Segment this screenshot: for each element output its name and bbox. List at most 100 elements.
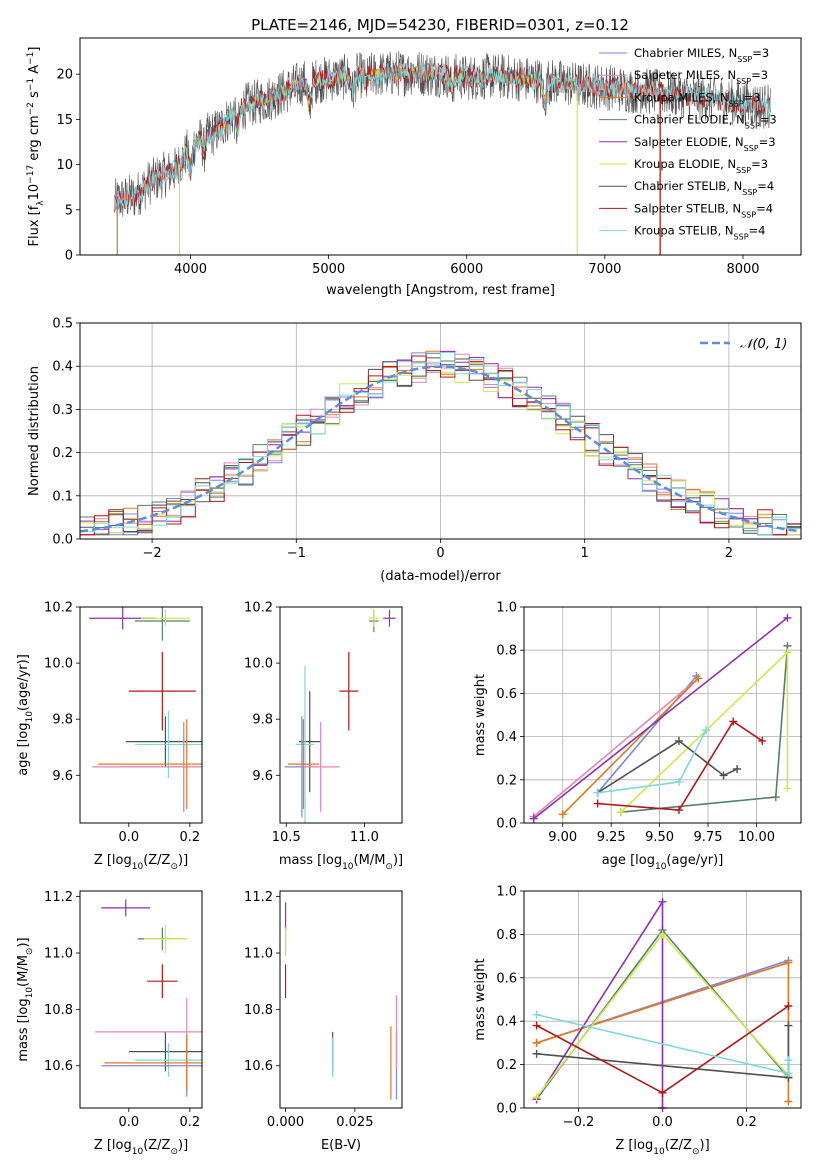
y-tick-label: 10 [56, 158, 73, 173]
weight-point-kroupa_stelib [593, 788, 602, 797]
x-tick-label: −1 [287, 546, 306, 561]
x-tick-label: 0 [436, 546, 444, 561]
weight-point-kroupa_miles [784, 1097, 793, 1106]
legend-label-kroupa_stelib: Kroupa STELIB, NSSP=4 [634, 224, 765, 242]
y-axis-label: mass [log10(M/M⊙)] [16, 937, 35, 1061]
errorbar-salpeter_miles [92, 722, 202, 812]
spectrum-kroupa_stelib [114, 62, 771, 211]
legend-label-chabrier_stelib: Chabrier STELIB, NSSP=4 [634, 179, 774, 197]
errorbar-salpeter_miles [301, 722, 340, 812]
x-tick-label: 8000 [726, 262, 759, 277]
x-axis-label: age [log10(age/yr)] [602, 853, 724, 872]
errorbar-kroupa_elodie [144, 924, 187, 953]
x-tick-label: 4000 [174, 262, 207, 277]
x-axis-label: E(B-V) [321, 1138, 361, 1153]
weight-line-chabrier_stelib [597, 739, 738, 794]
y-tick-label: 15 [56, 113, 73, 128]
weight-line-salpeter_stelib [597, 720, 763, 811]
weight-point-salpeter_stelib [674, 806, 683, 815]
figure-title: PLATE=2146, MJD=54230, FIBERID=0301, z=0… [251, 16, 629, 34]
errorbar-kroupa_stelib [134, 1043, 202, 1077]
age-vs-mass-panel: 10.5 11.0 9.6 9.8 10.0 10.2 mass [log10(M/M⊙)] [244, 601, 403, 873]
x-axis-label: (data-model)/error [380, 569, 501, 584]
y-tick-label: 0.4 [496, 730, 517, 745]
age-vs-metallicity-panel: 0.0 0.2 9.6 9.8 10.0 10.2 Z [log10(Z/Z⊙)] age [… [16, 601, 203, 872]
legend-label-salpeter_stelib: Salpeter STELIB, NSSP=4 [634, 201, 773, 219]
y-tick-label: 1.0 [496, 885, 517, 900]
errorbar-salpeter_stelib [128, 651, 196, 731]
weight-point-kroupa_elodie [783, 784, 792, 793]
y-tick-label: 10.2 [244, 601, 273, 616]
y-tick-label: 9.8 [52, 713, 73, 728]
x-tick-label: 0.0 [118, 830, 139, 845]
weight-point-salpeter_elodie [658, 897, 667, 906]
spectrum-legend: Chabrier MILES, NSSP=3 Salpeter MILES, NS… [599, 46, 777, 241]
x-tick-label: 2 [725, 546, 733, 561]
legend-label-salpeter_elodie: Salpeter ELODIE, NSSP=3 [634, 135, 776, 153]
y-tick-label: 0.8 [496, 928, 517, 943]
errorbar-kroupa_stelib [134, 710, 202, 779]
x-axis-label: Z [log10(Z/Z⊙)] [94, 1138, 188, 1157]
y-tick-label: 10.0 [44, 657, 73, 672]
errorbar-salpeter_elodie [101, 899, 151, 917]
y-tick-label: 1.0 [496, 601, 517, 616]
weight-line-kroupa_miles [562, 677, 699, 815]
weight-point-kroupa_miles [532, 1038, 541, 1047]
weight-point-chabrier_stelib [719, 771, 728, 780]
x-tick-label: 0.025 [336, 1115, 373, 1130]
weight-line-salpeter_elodie [533, 617, 788, 820]
weight-point-kroupa_elodie [658, 930, 667, 939]
axes-frame [79, 890, 203, 1109]
x-tick-label: 0.2 [179, 1115, 200, 1130]
legend-label-kroupa_elodie: Kroupa ELODIE, NSSP=3 [634, 157, 768, 175]
y-tick-label: 0.0 [496, 817, 517, 832]
y-tick-label: 0.3 [52, 403, 73, 418]
x-tick-label: 10.5 [272, 830, 301, 845]
weight-point-salpeter_stelib [658, 1088, 667, 1097]
errorbar-kroupa_miles [98, 719, 202, 809]
y-tick-label: 10.2 [44, 601, 73, 616]
axes-frame [279, 890, 403, 1109]
axes-frame [79, 322, 802, 540]
weight-point-salpeter_stelib [729, 717, 738, 726]
x-axis-label: Z [log10(Z/Z⊙)] [94, 853, 188, 872]
x-tick-label: 9.00 [548, 830, 577, 845]
weight-point-chabrier_stelib [532, 1049, 541, 1058]
weight-vs-metallicity-panel: −0.2 0.0 0.2 0.0 0.2 0.4 0.6 0.8 1.0 Z [log10(Z/Z… [473, 885, 802, 1157]
weight-point-kroupa_stelib [784, 1069, 793, 1078]
legend-label-salpeter_miles: Salpeter MILES, NSSP=3 [634, 68, 768, 86]
x-axis-label: mass [log10(M/M⊙)] [279, 853, 403, 872]
errorbar-chabrier_stelib [125, 716, 202, 767]
weight-point-salpeter_stelib [758, 736, 767, 745]
x-tick-label: 9.25 [597, 830, 626, 845]
weight-point-kroupa_elodie [532, 1093, 541, 1102]
y-tick-label: 0.2 [52, 446, 73, 461]
legend-label-chabrier_miles: Chabrier MILES, NSSP=3 [634, 46, 769, 64]
errorbar-kroupa_elodie [141, 609, 190, 627]
y-tick-label: 0.0 [496, 1102, 517, 1117]
weight-point-chabrier_stelib [784, 1021, 793, 1030]
y-tick-label: 11.2 [244, 890, 273, 905]
y-tick-label: 0.5 [52, 317, 73, 332]
x-tick-label: 0.0 [118, 1115, 139, 1130]
weight-point-salpeter_stelib [532, 1021, 541, 1030]
y-tick-label: 0.8 [496, 644, 517, 659]
errorbar-kroupa_elodie [369, 609, 379, 627]
x-tick-label: 6000 [450, 262, 483, 277]
errorbar-kroupa_stelib [295, 665, 315, 823]
x-tick-label: 7000 [588, 262, 621, 277]
y-tick-label: 9.8 [252, 713, 273, 728]
mass-vs-metallicity-panel: 0.0 0.2 10.6 10.8 11.0 11.2 Z [log10(Z/Z⊙)] mas… [16, 890, 203, 1157]
residual-histogram-panel: −2 −1 0 1 2 0.0 0.1 0.2 0.3 0.4 0.5 (data-model)/er… [27, 317, 802, 584]
x-tick-label: 0.2 [179, 830, 200, 845]
weight-point-salpeter_stelib [593, 799, 602, 808]
weight-point-kroupa_miles [558, 810, 567, 819]
weight-line-chabrier_miles [596, 675, 698, 794]
x-tick-label: 0.2 [736, 1115, 757, 1130]
weight-point-salpeter_elodie [529, 814, 538, 823]
weight-point-kroupa_miles [694, 674, 703, 683]
x-tick-label: 0.000 [267, 1115, 304, 1130]
weight-point-kroupa_stelib [532, 1010, 541, 1019]
errorbar-chabrier_elodie [134, 607, 190, 641]
weight-point-kroupa_stelib [674, 777, 683, 786]
